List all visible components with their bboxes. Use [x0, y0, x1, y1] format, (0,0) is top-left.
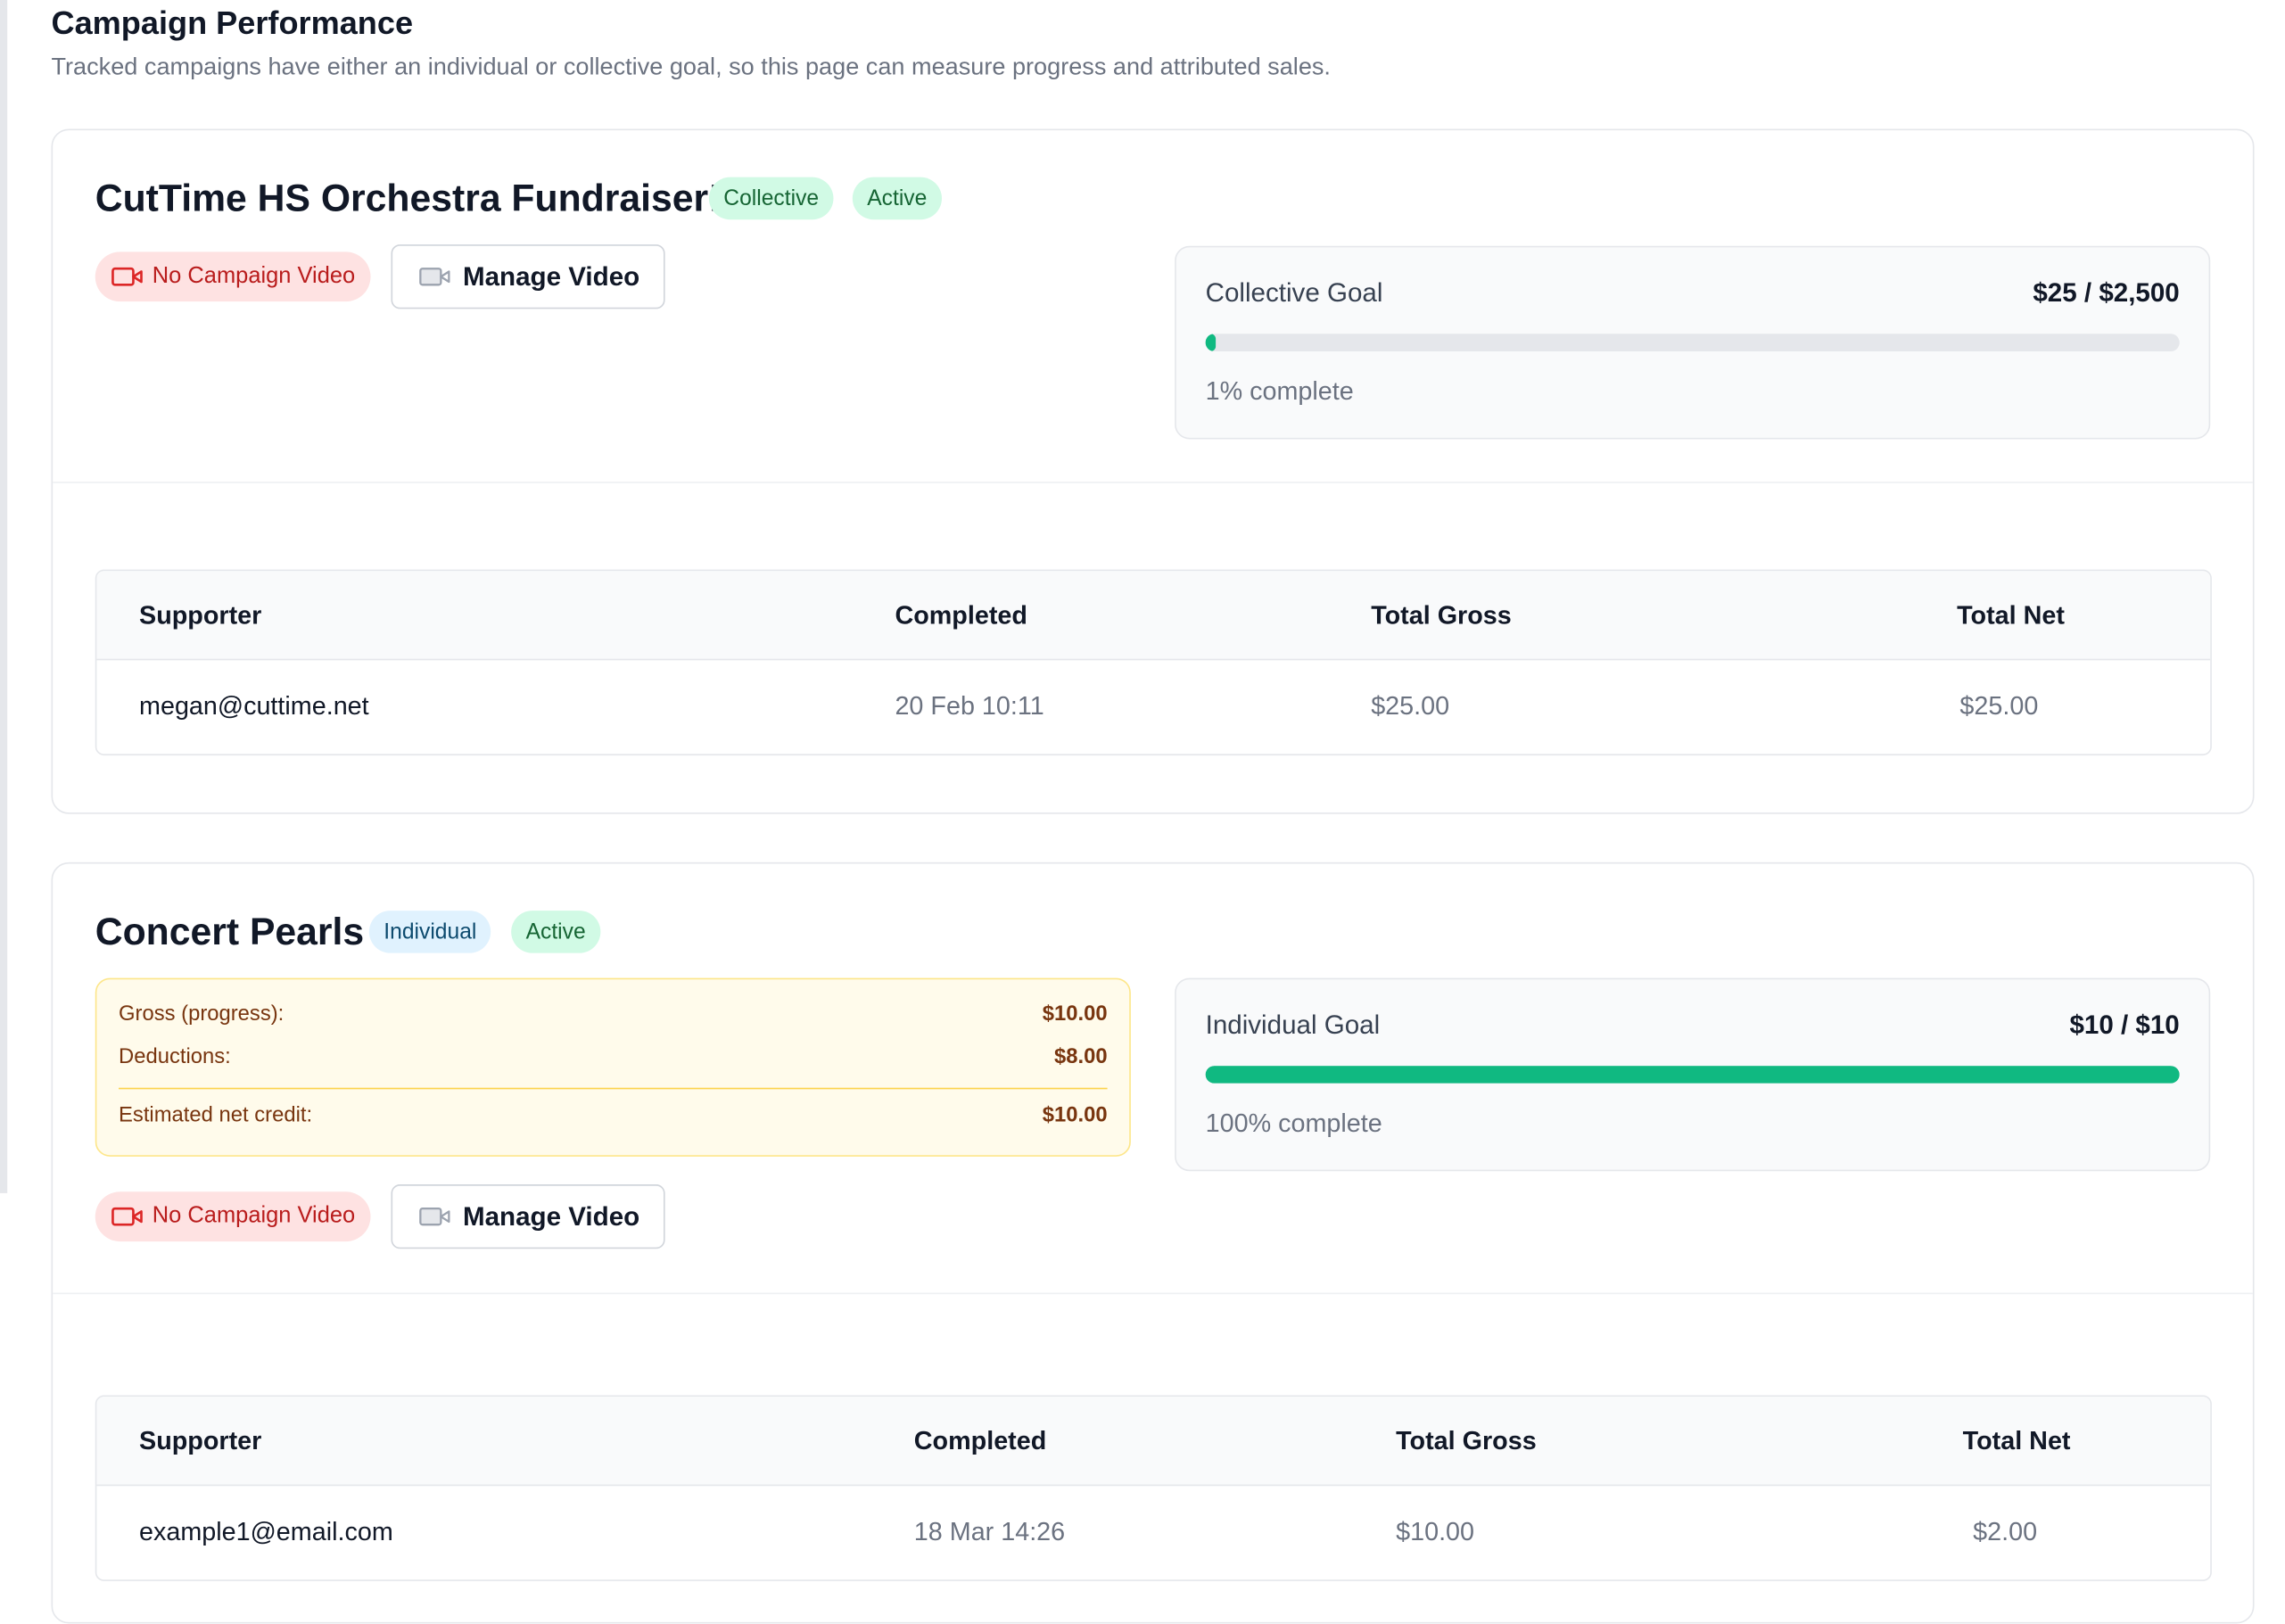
column-header-total-gross: Total Gross: [1396, 1425, 1537, 1455]
video-icon: [111, 267, 143, 286]
supporters-table: Supporter Completed Total Gross Total Ne…: [95, 1395, 2212, 1581]
left-border: [0, 0, 8, 1193]
no-campaign-video-badge: No Campaign Video: [95, 1191, 371, 1242]
manage-video-button[interactable]: Manage Video: [391, 244, 665, 309]
total-net: $25.00: [1959, 690, 2039, 721]
gross-progress-value: $10.00: [1042, 1002, 1108, 1026]
completed-date: 18 Mar 14:26: [913, 1516, 1066, 1546]
goal-progress-fill: [1205, 334, 1216, 351]
page-subtitle: Tracked campaigns have either an individ…: [51, 54, 1331, 81]
summary-divider: [119, 1087, 1108, 1090]
earnings-summary: Gross (progress): $10.00 Deductions: $8.…: [95, 977, 1131, 1157]
column-header-total-net: Total Net: [1962, 1425, 2071, 1455]
goal-type-badge: Individual: [368, 911, 491, 953]
card-divider: [53, 482, 2253, 483]
goal-label: Collective Goal: [1205, 277, 1383, 308]
column-header-total-net: Total Net: [1957, 600, 2065, 630]
goal-value: $10 / $10: [2069, 1010, 2180, 1040]
gross-progress-label: Gross (progress):: [119, 1002, 285, 1026]
completed-date: 20 Feb 10:11: [895, 690, 1044, 721]
no-campaign-video-badge: No Campaign Video: [95, 251, 371, 302]
manage-video-button[interactable]: Manage Video: [391, 1184, 665, 1249]
video-icon: [419, 1207, 450, 1226]
page-title: Campaign Performance: [51, 4, 414, 41]
column-header-supporter: Supporter: [139, 600, 262, 630]
manage-video-label: Manage Video: [462, 261, 640, 291]
goal-type-badge: Collective: [708, 177, 834, 220]
goal-value: $25 / $2,500: [2033, 277, 2180, 308]
goal-complete-text: 100% complete: [1205, 1108, 1382, 1138]
goal-progress-bar: [1205, 1066, 2180, 1084]
supporter-email: megan@cuttime.net: [139, 690, 369, 721]
campaign-card: CutTime HS Orchestra Fundraiser! Collect…: [51, 128, 2255, 814]
column-header-supporter: Supporter: [139, 1425, 262, 1455]
no-campaign-video-label: No Campaign Video: [152, 263, 356, 289]
manage-video-label: Manage Video: [462, 1200, 640, 1231]
column-header-total-gross: Total Gross: [1371, 600, 1512, 630]
goal-progress-fill: [1205, 1066, 2180, 1084]
total-gross: $25.00: [1371, 690, 1450, 721]
campaign-title: Concert Pearls: [95, 909, 365, 953]
total-gross: $10.00: [1396, 1516, 1475, 1546]
goal-panel: Individual Goal $10 / $10 100% complete: [1175, 977, 2211, 1172]
estimated-net-credit-value: $10.00: [1042, 1103, 1108, 1128]
column-header-completed: Completed: [895, 600, 1027, 630]
column-header-completed: Completed: [913, 1425, 1047, 1455]
total-net: $2.00: [1973, 1516, 2038, 1546]
status-badge: Active: [511, 911, 601, 953]
card-divider: [53, 1292, 2253, 1295]
status-badge: Active: [852, 177, 942, 220]
estimated-net-credit-label: Estimated net credit:: [119, 1103, 313, 1128]
video-icon: [419, 268, 450, 286]
deductions-label: Deductions:: [119, 1045, 231, 1069]
goal-label: Individual Goal: [1205, 1010, 1381, 1040]
supporter-email: example1@email.com: [139, 1516, 393, 1546]
table-header: Supporter Completed Total Gross Total Ne…: [96, 1397, 2211, 1487]
goal-progress-bar: [1205, 334, 2180, 351]
deductions-value: $8.00: [1053, 1045, 1108, 1069]
video-icon: [111, 1207, 143, 1226]
goal-panel: Collective Goal $25 / $2,500 1% complete: [1175, 245, 2211, 440]
no-campaign-video-label: No Campaign Video: [152, 1203, 356, 1229]
campaign-card: Concert Pearls Individual Active Gross (…: [51, 861, 2255, 1624]
table-header: Supporter Completed Total Gross Total Ne…: [96, 571, 2211, 661]
campaign-title: CutTime HS Orchestra Fundraiser!: [95, 175, 722, 220]
supporters-table: Supporter Completed Total Gross Total Ne…: [95, 569, 2212, 756]
goal-complete-text: 1% complete: [1205, 375, 1354, 406]
